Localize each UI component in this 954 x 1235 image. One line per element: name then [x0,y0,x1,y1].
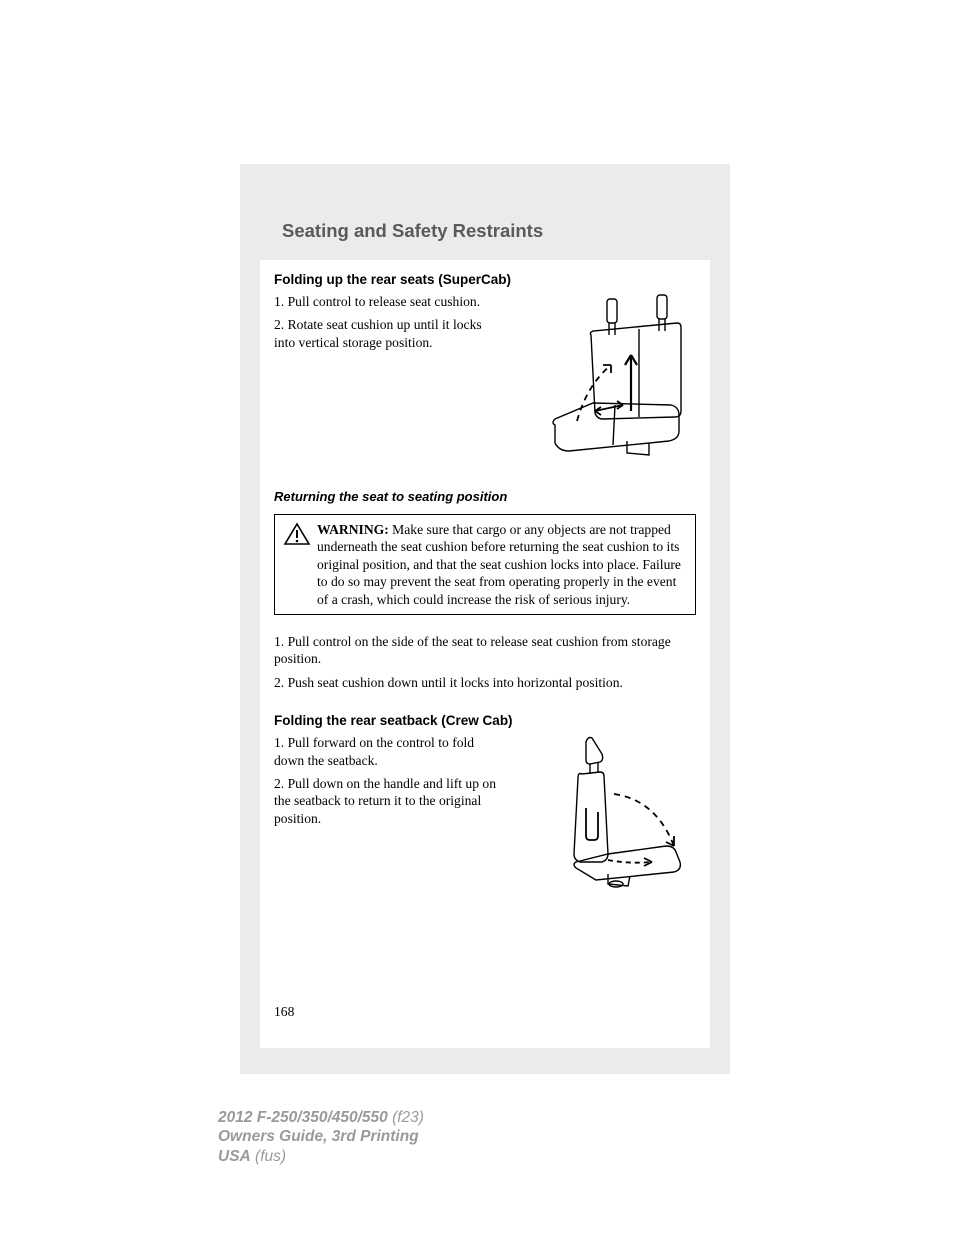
page-title: Seating and Safety Restraints [260,220,710,242]
section3-text: 1. Pull forward on the control to fold d… [274,734,504,833]
footer-region: USA [218,1148,251,1165]
section2-heading: Returning the seat to seating position [274,489,696,504]
section1-step2: 2. Rotate seat cushion up until it locks… [274,316,504,351]
section3-body: 1. Pull forward on the control to fold d… [274,734,696,894]
section3-heading: Folding the rear seatback (Crew Cab) [274,713,696,728]
section1-body: 1. Pull control to release seat cushion.… [274,293,696,463]
section3-figure [516,734,696,894]
section1-step1: 1. Pull control to release seat cushion. [274,293,504,310]
warning-text: WARNING: Make sure that cargo or any obj… [317,521,687,608]
warning-box: WARNING: Make sure that cargo or any obj… [274,514,696,615]
footer-line1: 2012 F-250/350/450/550 (f23) [218,1108,424,1127]
footer-line2: Owners Guide, 3rd Printing [218,1127,424,1146]
content-area: Folding up the rear seats (SuperCab) 1. … [260,260,710,1048]
warning-icon [283,522,311,551]
section1-heading: Folding up the rear seats (SuperCab) [274,272,696,287]
footer-line3: USA (fus) [218,1147,424,1166]
section2-step2: 2. Push seat cushion down until it locks… [274,674,696,691]
footer: 2012 F-250/350/450/550 (f23) Owners Guid… [218,1108,424,1166]
footer-code2: (fus) [251,1148,286,1165]
section1-figure [516,293,696,463]
footer-model: 2012 F-250/350/450/550 [218,1109,388,1126]
page-panel: Seating and Safety Restraints Folding up… [240,164,730,1074]
section3-step1: 1. Pull forward on the control to fold d… [274,734,504,769]
page-number: 168 [274,1004,696,1020]
seat-fold-down-illustration [556,734,696,894]
section2-step1: 1. Pull control on the side of the seat … [274,633,696,668]
seat-fold-up-illustration [531,293,696,463]
section3-step2: 2. Pull down on the handle and lift up o… [274,775,504,827]
section1-text: 1. Pull control to release seat cushion.… [274,293,504,357]
warning-label: WARNING: [317,522,389,537]
footer-code1: (f23) [388,1109,424,1126]
